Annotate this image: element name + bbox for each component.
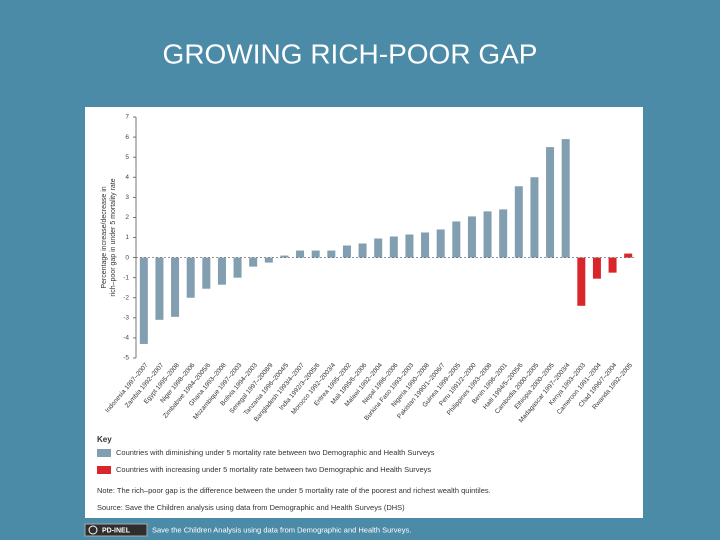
- badge-icon: [88, 525, 98, 535]
- legend-swatch: [97, 449, 111, 457]
- bar: [514, 186, 523, 258]
- footer-text: Save the Children Analysis using data fr…: [152, 525, 411, 534]
- bar: [139, 257, 148, 344]
- bar: [358, 243, 367, 258]
- y-tick-label: -5: [123, 355, 129, 362]
- bar: [483, 211, 492, 258]
- bar: [186, 257, 195, 298]
- y-axis-label: rich–poor gap in under 5 mortality rate: [110, 178, 117, 296]
- bar: [171, 257, 180, 317]
- bar: [311, 250, 320, 258]
- bar: [296, 250, 305, 258]
- bar: [592, 257, 601, 279]
- bar: [264, 257, 273, 263]
- bar: [499, 209, 508, 258]
- y-tick-label: 7: [125, 114, 129, 121]
- bar: [561, 139, 570, 258]
- bar: [389, 236, 398, 258]
- bar: [624, 253, 633, 258]
- bar: [405, 234, 414, 258]
- y-tick-label: -1: [123, 274, 129, 281]
- note: Note: The rich–poor gap is the differenc…: [97, 486, 491, 495]
- y-tick-label: -2: [123, 294, 129, 301]
- y-tick-label: 3: [125, 194, 129, 201]
- y-tick-label: 2: [125, 214, 129, 221]
- badge-text: PD-INEL: [102, 527, 131, 534]
- bar: [530, 177, 539, 258]
- bar: [452, 221, 461, 258]
- y-tick-label: 6: [125, 134, 129, 141]
- bar: [327, 250, 336, 258]
- key-title: Key: [97, 435, 112, 444]
- slide-title: GROWING RICH-POOR GAP: [163, 38, 538, 69]
- y-tick-label: -3: [123, 315, 129, 322]
- bar: [546, 147, 555, 258]
- y-tick-label: 0: [125, 254, 129, 261]
- bar: [577, 257, 586, 306]
- bar: [342, 245, 351, 258]
- y-tick-label: 5: [125, 154, 129, 161]
- legend-label: Countries with increasing under 5 mortal…: [116, 465, 431, 474]
- y-tick-label: 1: [125, 234, 129, 241]
- legend-label: Countries with diminishing under 5 morta…: [116, 448, 435, 457]
- bar: [467, 216, 476, 258]
- bar: [249, 257, 258, 267]
- source: Source: Save the Children analysis using…: [97, 503, 405, 512]
- y-tick-label: -4: [123, 335, 129, 342]
- legend-swatch: [97, 466, 111, 474]
- bar: [436, 229, 445, 258]
- y-axis-label: Percentage increase/decrease in: [101, 186, 108, 288]
- bar: [202, 257, 211, 289]
- bar: [421, 232, 430, 258]
- bar: [217, 257, 226, 285]
- bar: [608, 257, 617, 273]
- bar: [280, 255, 289, 258]
- bar: [374, 238, 383, 258]
- license-badge: [84, 523, 148, 537]
- bar: [155, 257, 164, 320]
- y-tick-label: 4: [125, 174, 129, 181]
- bar: [233, 257, 242, 278]
